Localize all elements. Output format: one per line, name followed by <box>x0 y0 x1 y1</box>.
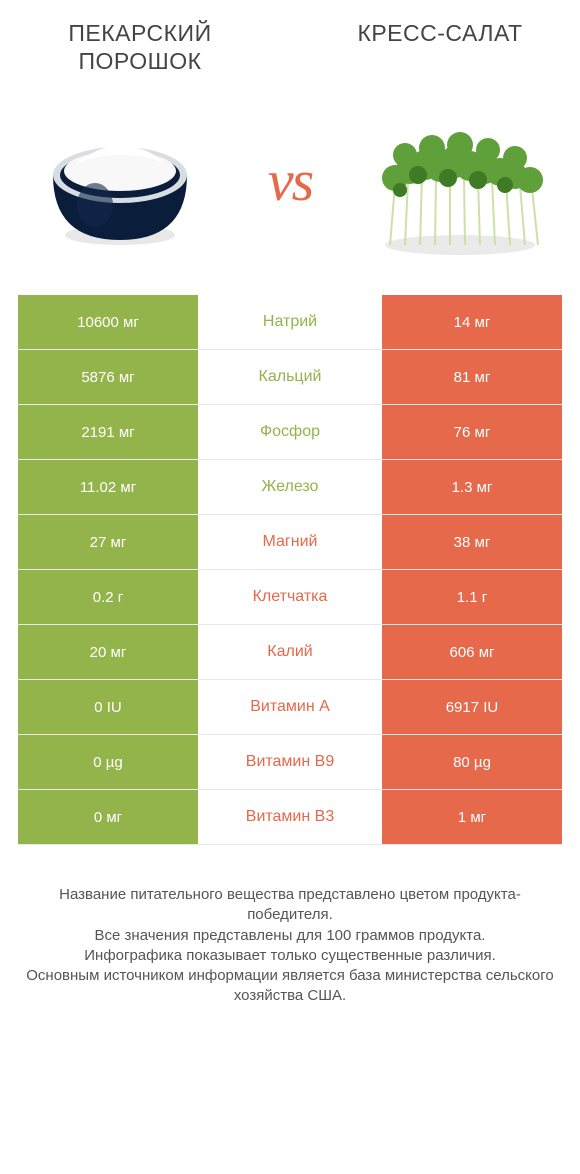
right-value-cell: 14 мг <box>382 295 562 349</box>
nutrient-name-cell: Калий <box>198 625 382 679</box>
right-value-cell: 6917 IU <box>382 680 562 734</box>
table-row: 10600 мгНатрий14 мг <box>18 295 562 350</box>
nutrient-name-cell: Клетчатка <box>198 570 382 624</box>
table-row: 2191 мгФосфор76 мг <box>18 405 562 460</box>
footer-line: Основным источником информации является … <box>25 966 555 1007</box>
nutrient-name-cell: Витамин B9 <box>198 735 382 789</box>
right-value-cell: 1.3 мг <box>382 460 562 514</box>
right-value-cell: 606 мг <box>382 625 562 679</box>
table-row: 0 мгВитамин B31 мг <box>18 790 562 845</box>
table-row: 20 мгКалий606 мг <box>18 625 562 680</box>
right-value-cell: 76 мг <box>382 405 562 459</box>
nutrient-name-cell: Витамин B3 <box>198 790 382 844</box>
footer-line: Название питательного вещества представл… <box>25 885 555 926</box>
right-product-title: КРЕСС-САЛАТ <box>340 20 540 75</box>
left-value-cell: 10600 мг <box>18 295 198 349</box>
right-value-cell: 81 мг <box>382 350 562 404</box>
right-value-cell: 1 мг <box>382 790 562 844</box>
cress-icon <box>370 100 550 260</box>
left-value-cell: 5876 мг <box>18 350 198 404</box>
left-product-image <box>30 95 210 265</box>
vs-label: vs <box>268 147 312 214</box>
footer-line: Инфографика показывает только существенн… <box>25 946 555 966</box>
left-product-title: ПЕКАРСКИЙ ПОРОШОК <box>40 20 240 75</box>
nutrient-name-cell: Железо <box>198 460 382 514</box>
right-value-cell: 38 мг <box>382 515 562 569</box>
nutrient-name-cell: Магний <box>198 515 382 569</box>
nutrient-name-cell: Фосфор <box>198 405 382 459</box>
header: ПЕКАРСКИЙ ПОРОШОК КРЕСС-САЛАТ <box>0 0 580 85</box>
left-value-cell: 11.02 мг <box>18 460 198 514</box>
right-value-cell: 1.1 г <box>382 570 562 624</box>
table-row: 5876 мгКальций81 мг <box>18 350 562 405</box>
table-row: 0 µgВитамин B980 µg <box>18 735 562 790</box>
right-value-cell: 80 µg <box>382 735 562 789</box>
left-value-cell: 0.2 г <box>18 570 198 624</box>
table-row: 0 IUВитамин A6917 IU <box>18 680 562 735</box>
left-value-cell: 2191 мг <box>18 405 198 459</box>
footer-line: Все значения представлены для 100 граммо… <box>25 926 555 946</box>
footer-notes: Название питательного вещества представл… <box>0 845 580 1007</box>
right-product-image <box>370 95 550 265</box>
table-row: 0.2 гКлетчатка1.1 г <box>18 570 562 625</box>
nutrient-name-cell: Натрий <box>198 295 382 349</box>
nutrient-name-cell: Кальций <box>198 350 382 404</box>
left-value-cell: 0 мг <box>18 790 198 844</box>
table-row: 11.02 мгЖелезо1.3 мг <box>18 460 562 515</box>
left-value-cell: 0 µg <box>18 735 198 789</box>
left-value-cell: 27 мг <box>18 515 198 569</box>
left-value-cell: 0 IU <box>18 680 198 734</box>
bowl-icon <box>35 105 205 255</box>
table-row: 27 мгМагний38 мг <box>18 515 562 570</box>
nutrient-name-cell: Витамин A <box>198 680 382 734</box>
left-value-cell: 20 мг <box>18 625 198 679</box>
vs-row: vs <box>0 85 580 295</box>
comparison-table: 10600 мгНатрий14 мг5876 мгКальций81 мг21… <box>0 295 580 845</box>
